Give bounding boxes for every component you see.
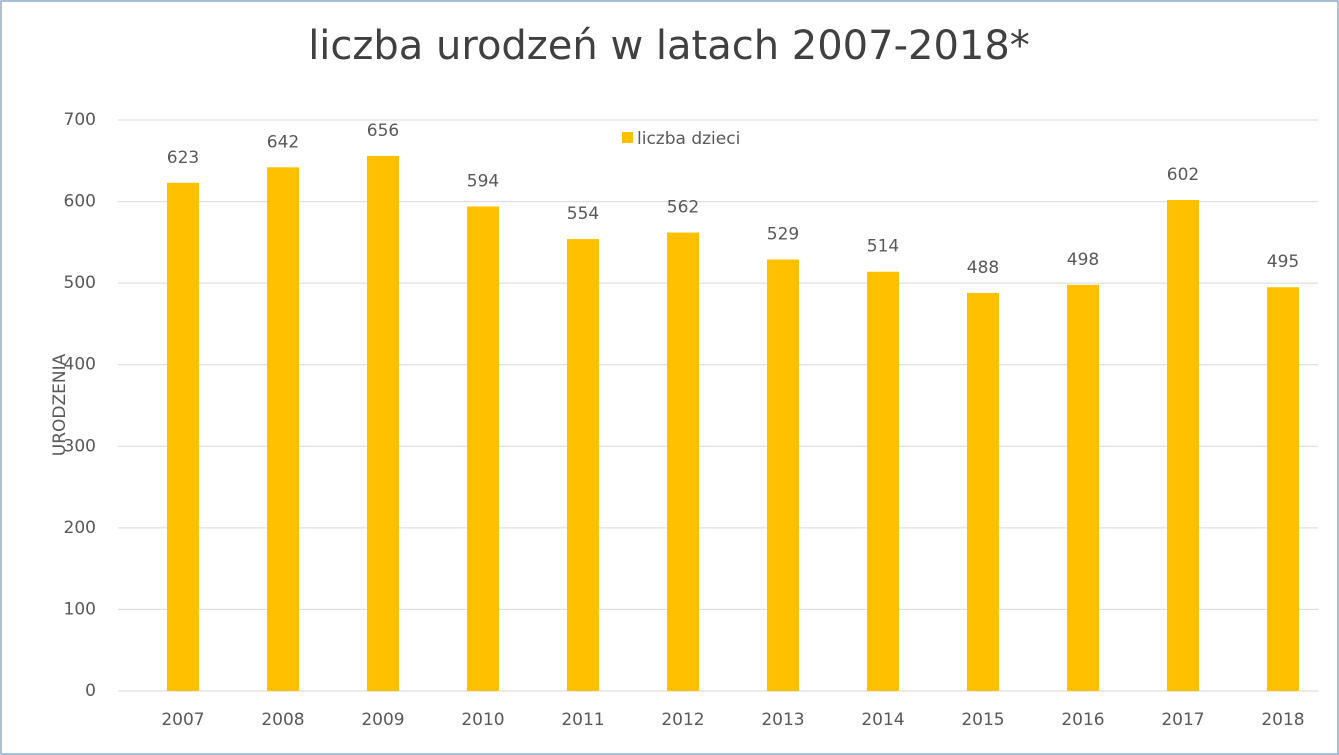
- y-tick-label: 500: [64, 273, 96, 293]
- y-tick-label: 0: [85, 681, 96, 701]
- data-label: 623: [167, 148, 199, 168]
- data-label: 554: [567, 204, 599, 224]
- x-tick-label: 2012: [661, 710, 704, 730]
- bar: [667, 232, 699, 691]
- bar: [567, 239, 599, 691]
- data-label: 488: [967, 258, 999, 278]
- bar: [1067, 284, 1099, 691]
- x-tick-label: 2009: [361, 710, 404, 730]
- y-tick-label: 600: [64, 192, 96, 212]
- chart-title: liczba urodzeń w latach 2007-2018*: [308, 23, 1030, 69]
- x-tick-label: 2013: [761, 710, 804, 730]
- bar: [367, 155, 399, 692]
- data-label: 514: [867, 237, 899, 257]
- data-label: 642: [267, 132, 299, 152]
- bar: [767, 259, 799, 691]
- legend-swatch: [622, 132, 633, 143]
- data-label: 594: [467, 171, 499, 191]
- bar: [1167, 199, 1199, 691]
- x-tick-label: 2007: [161, 710, 204, 730]
- x-tick-label: 2014: [861, 710, 904, 730]
- bar: [467, 206, 499, 692]
- x-tick-label: 2017: [1161, 710, 1204, 730]
- bar: [967, 292, 999, 691]
- data-label: 498: [1067, 250, 1099, 270]
- bar: [267, 167, 299, 692]
- bar: [167, 182, 199, 691]
- x-tick-label: 2008: [261, 710, 304, 730]
- data-label: 656: [367, 121, 399, 141]
- y-tick-label: 100: [64, 599, 96, 619]
- x-tick-label: 2010: [461, 710, 504, 730]
- x-tick-label: 2015: [961, 710, 1004, 730]
- x-tick-label: 2016: [1061, 710, 1104, 730]
- data-label: 495: [1267, 252, 1299, 272]
- y-axis-label: URODZENIA: [50, 353, 70, 456]
- y-tick-label: 700: [64, 110, 96, 130]
- x-tick-label: 2018: [1261, 710, 1304, 730]
- legend-label: liczba dzieci: [637, 129, 740, 149]
- data-label: 529: [767, 224, 799, 244]
- data-label: 562: [667, 198, 699, 218]
- data-label: 602: [1167, 165, 1199, 185]
- x-tick-label: 2011: [561, 710, 604, 730]
- y-tick-label: 200: [64, 518, 96, 538]
- bar: [1267, 287, 1299, 691]
- y-tick-label: 400: [64, 355, 96, 375]
- bar: [867, 271, 899, 691]
- y-tick-label: 300: [64, 436, 96, 456]
